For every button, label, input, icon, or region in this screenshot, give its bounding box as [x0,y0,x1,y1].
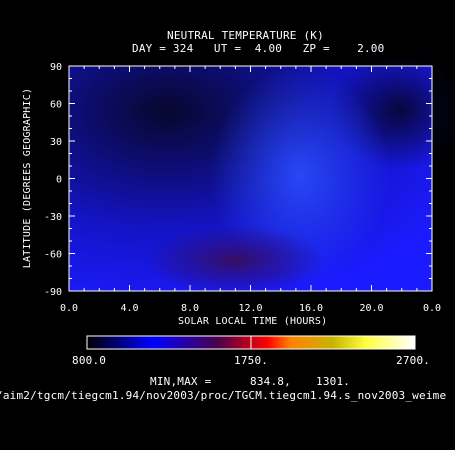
heatmap-field [69,50,455,295]
x-tick-label: 16.0 [299,303,323,314]
y-tick-label: -90 [44,287,62,298]
chart-title: NEUTRAL TEMPERATURE (K) [167,29,324,42]
chart-subtitle: DAY = 324 UT = 4.00 ZP = 2.00 [132,42,385,55]
x-tick-label: 20.0 [359,303,383,314]
x-tick-label: 12.0 [238,303,262,314]
min-max-label: MIN,MAX = [150,375,212,388]
x-tick-label: 8.0 [181,303,199,314]
x-tick-label: 4.0 [120,303,138,314]
max-value: 1301. [316,375,351,388]
y-tick-label: -60 [44,250,62,261]
y-tick-label: 0 [56,175,62,186]
y-tick-label: 30 [50,137,62,148]
file-path: /aim2/tgcm/tiegcm1.94/nov2003/proc/TGCM.… [0,389,447,402]
colorbar-max-label: 2700. [396,354,431,367]
y-axis: 90 60 30 0 -30 -60 -90 [44,62,432,298]
x-tick-label: 0.0 [423,303,441,314]
y-axis-label: LATITUDE (DEGREES GEOGRAPHIC) [22,87,33,269]
colorbar-min-label: 800.0 [72,354,107,367]
y-tick-label: 60 [50,100,62,111]
x-axis: 0.0 4.0 8.0 12.0 16.0 20.0 0.0 [60,66,441,314]
y-tick-label: -30 [44,212,62,223]
x-tick-label: 0.0 [60,303,78,314]
min-value: 834.8, [250,375,291,388]
colorbar-mid-label: 1750. [234,354,269,367]
y-tick-label: 90 [50,62,62,73]
x-axis-label: SOLAR LOCAL TIME (HOURS) [178,316,328,327]
